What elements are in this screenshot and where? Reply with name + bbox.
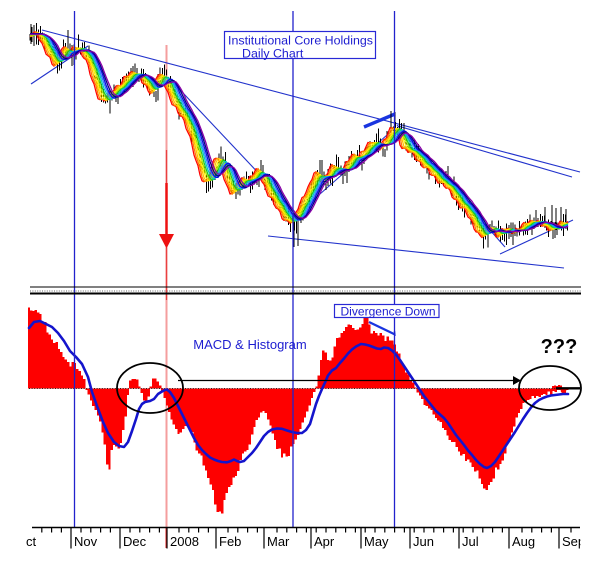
svg-text:Feb: Feb (219, 534, 241, 549)
svg-text:???: ??? (541, 336, 578, 358)
svg-text:Jun: Jun (413, 534, 434, 549)
svg-text:Divergence Down: Divergence Down (341, 304, 436, 318)
svg-text:Apr: Apr (314, 534, 335, 549)
svg-text:Dec: Dec (123, 534, 147, 549)
svg-text:Jul: Jul (462, 534, 479, 549)
svg-text:MACD & Histogram: MACD & Histogram (193, 337, 306, 352)
svg-text:Mar: Mar (267, 534, 290, 549)
svg-text:May: May (364, 534, 389, 549)
svg-text:Aug: Aug (512, 534, 535, 549)
svg-text:Daily Chart: Daily Chart (242, 47, 304, 61)
svg-text:Nov: Nov (74, 534, 98, 549)
svg-text:Sep: Sep (562, 534, 585, 549)
svg-text:ct: ct (26, 534, 37, 549)
svg-text:Institutional Core Holdings: Institutional Core Holdings (228, 34, 373, 48)
svg-text:2008: 2008 (170, 534, 199, 549)
